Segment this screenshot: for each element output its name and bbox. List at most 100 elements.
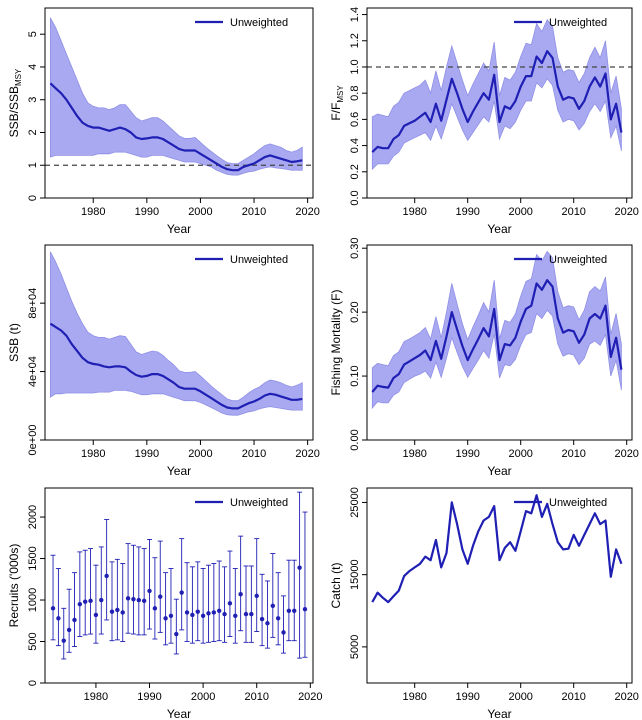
y-tick-label: 2 — [27, 129, 39, 135]
y-tick-label: 0.30 — [349, 237, 361, 258]
plot-frame — [366, 487, 633, 684]
y-axis-label-subscript: MSY — [336, 85, 345, 103]
y-tick-label: 1500 — [27, 546, 39, 570]
x-tick-label: 2010 — [561, 691, 585, 703]
data-point — [200, 613, 206, 618]
x-tick-label: 2020 — [614, 448, 638, 460]
data-point — [83, 599, 88, 604]
x-tick-label: 2010 — [242, 206, 266, 218]
y-tick-label: 0 — [27, 680, 39, 686]
data-point — [302, 606, 308, 612]
x-tick-label: 2020 — [295, 448, 319, 460]
series-line — [371, 494, 623, 604]
data-point — [195, 609, 200, 614]
y-tick-label: 1000 — [27, 588, 39, 612]
x-tick-label: 2000 — [188, 206, 212, 218]
x-tick-label: 2010 — [561, 448, 585, 460]
panel-f-ratio: 1980 1990 2000 2010 2020 0.0 0.2 0.4 0.6 0.8 1.0 1.… — [329, 7, 639, 236]
data-point — [233, 613, 238, 618]
panel-fishing-mortality: 1980 1990 2000 2010 2020 0.00 0.10 0.20 0.30 Year… — [329, 237, 639, 478]
x-axis-label: Year — [167, 464, 191, 478]
data-point — [243, 611, 249, 617]
data-point — [125, 596, 131, 601]
plot-frame — [366, 244, 633, 441]
data-point — [109, 609, 115, 614]
data-point — [286, 608, 292, 614]
data-point — [190, 612, 195, 618]
data-point — [217, 608, 222, 614]
y-tick-label: 0e+00 — [27, 425, 39, 456]
y-tick-label: 0.2 — [349, 164, 361, 179]
series-line — [371, 279, 623, 393]
legend-label: Unweighted — [230, 17, 288, 29]
y-tick-label: 0.20 — [349, 301, 361, 322]
x-tick-label: 2000 — [188, 448, 212, 460]
x-tick-label: 2020 — [295, 206, 319, 218]
series-line — [49, 322, 303, 410]
data-point — [104, 573, 109, 579]
x-axis-label: Year — [167, 222, 191, 236]
x-tick-label: 2020 — [614, 206, 638, 218]
data-point — [163, 616, 168, 621]
data-point — [184, 610, 190, 615]
panel-ssb-ratio: 1980 1990 2000 2010 2020 0 1 2 3 4 5 Year SSB/SSBMSY… — [7, 7, 320, 236]
legend-label: Unweighted — [549, 497, 607, 509]
panel-catch: 1980 1990 2000 2010 2020 5000 15000 25000 Year Ca… — [329, 487, 639, 720]
data-point — [56, 616, 61, 621]
y-tick-label: 0 — [27, 195, 39, 201]
x-tick-label: 2010 — [244, 691, 268, 703]
y-axis-label-main: SSB (t) — [7, 323, 21, 362]
x-tick-label: 1980 — [402, 691, 426, 703]
x-tick-label: 1990 — [455, 206, 479, 218]
y-axis-label-main: F/F — [329, 103, 343, 121]
data-point — [211, 610, 217, 615]
data-point — [249, 611, 254, 617]
y-axis-label: SSB/SSBMSY — [7, 68, 23, 137]
data-point — [141, 598, 147, 604]
data-point — [99, 597, 104, 603]
x-tick-label: 2000 — [508, 691, 532, 703]
x-tick-label: 1990 — [137, 691, 161, 703]
legend-label: Unweighted — [549, 254, 607, 266]
y-tick-label: 1.4 — [349, 7, 361, 22]
y-axis-label-subscript: MSY — [14, 68, 23, 86]
x-tick-label: 1980 — [402, 206, 426, 218]
y-tick-label: 0.8 — [349, 86, 361, 101]
y-axis-label-main: SSB/SSB — [7, 86, 21, 137]
confidence-band — [50, 17, 303, 176]
y-tick-label: 5 — [27, 31, 39, 37]
y-tick-label: 1.2 — [349, 33, 361, 48]
x-tick-label: 2020 — [614, 691, 638, 703]
x-axis-label: Year — [487, 222, 511, 236]
data-point — [281, 630, 286, 635]
x-tick-label: 2010 — [242, 448, 266, 460]
data-point — [115, 607, 120, 613]
x-axis-label: Year — [487, 707, 511, 720]
panel-recruits: 1980 1990 2000 2010 20200500100015002000Year… — [7, 487, 323, 720]
x-tick-label: 1980 — [84, 691, 108, 703]
data-point — [206, 611, 211, 616]
data-point — [275, 616, 281, 621]
data-point — [179, 590, 184, 595]
data-point — [77, 601, 83, 607]
x-tick-label: 2020 — [298, 691, 322, 703]
data-point — [158, 594, 163, 599]
x-tick-label: 1990 — [455, 691, 479, 703]
data-point — [238, 592, 243, 597]
y-tick-label: 0.4 — [349, 138, 361, 153]
plot-frame — [366, 7, 633, 199]
y-tick-label: 0.6 — [349, 112, 361, 127]
panel-ssb: 1980 1990 2000 2010 2020 0e+00 4e+04 8e+04 Year S… — [7, 244, 320, 478]
plot-frame — [44, 7, 314, 199]
legend-label: Unweighted — [230, 254, 288, 266]
data-point — [227, 601, 233, 606]
y-axis-label-main: Catch (t) — [329, 562, 343, 608]
y-tick-label: 4 — [27, 64, 39, 70]
y-tick-label: 500 — [27, 632, 39, 650]
y-axis-label: SSB (t) — [7, 323, 21, 362]
x-tick-label: 1990 — [135, 206, 159, 218]
data-point — [66, 627, 72, 633]
y-tick-label: 4e+04 — [27, 356, 39, 387]
data-point — [61, 638, 66, 643]
